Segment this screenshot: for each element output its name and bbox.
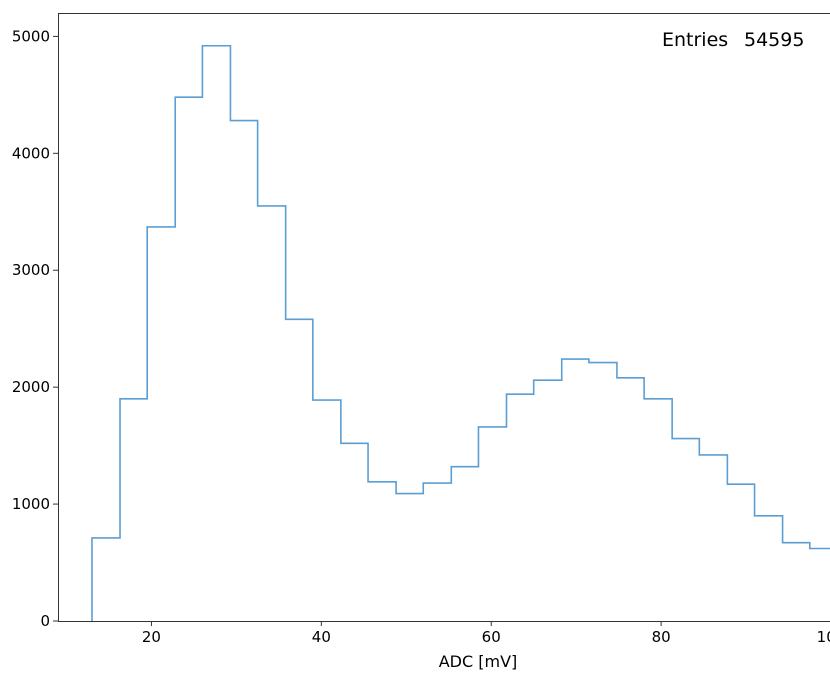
x-tick-label: 80 <box>652 628 671 646</box>
plot-frame <box>59 14 830 622</box>
x-tick-label: 100 <box>817 628 830 646</box>
y-tick-label: 2000 <box>12 378 50 396</box>
x-tick-label: 20 <box>142 628 161 646</box>
stats-entries-value: 54595 <box>744 29 804 51</box>
y-axis-ticks: 0 1000 2000 3000 4000 5000 <box>12 27 58 630</box>
x-tick-label: 60 <box>482 628 501 646</box>
x-axis-title: ADC [mV] <box>439 652 518 671</box>
stats-entries-label: Entries <box>662 29 728 51</box>
y-tick-label: 5000 <box>12 27 50 45</box>
y-tick-label: 4000 <box>12 144 50 162</box>
y-tick-label: 1000 <box>12 495 50 513</box>
y-tick-label: 0 <box>40 612 50 630</box>
x-axis-ticks: 20 40 60 80 100 <box>142 621 830 646</box>
x-tick-label: 40 <box>312 628 331 646</box>
histogram-series-line <box>92 46 830 621</box>
y-tick-label: 3000 <box>12 261 50 279</box>
